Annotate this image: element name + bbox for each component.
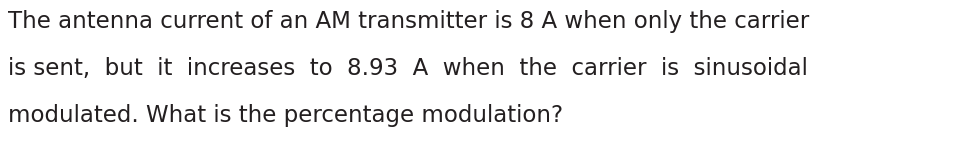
Text: modulated. What is the percentage modulation?: modulated. What is the percentage modula… xyxy=(8,104,563,127)
Text: is sent,  but  it  increases  to  8.93  A  when  the  carrier  is  sinusoidal: is sent, but it increases to 8.93 A when… xyxy=(8,57,808,80)
Text: The antenna current of an AM transmitter is 8 A when only the carrier: The antenna current of an AM transmitter… xyxy=(8,10,809,33)
